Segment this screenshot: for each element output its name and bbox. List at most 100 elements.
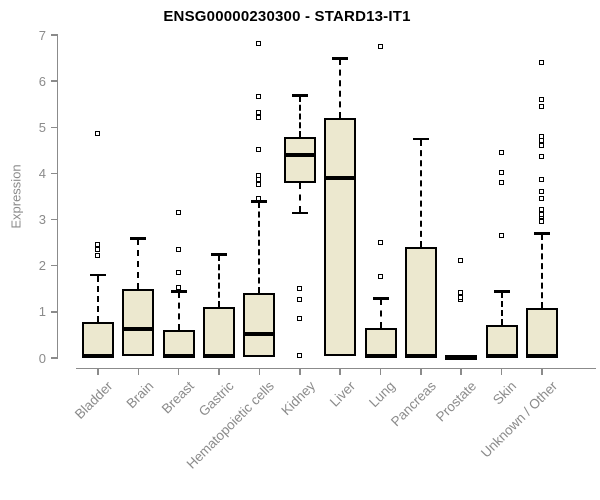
outlier-point	[256, 195, 262, 201]
outlier-point	[296, 285, 302, 291]
outlier-point	[95, 131, 100, 137]
upper-whisker-cap	[130, 237, 147, 240]
upper-whisker-line	[540, 234, 543, 309]
outlier-point	[538, 188, 544, 194]
x-tick	[299, 368, 301, 375]
outlier-point	[377, 239, 383, 245]
box-brain	[122, 288, 155, 356]
y-tick-label: 7	[38, 27, 46, 43]
upper-whisker-line	[177, 292, 180, 331]
x-tick-label-lung: Lung	[366, 378, 399, 411]
upper-whisker-cap	[170, 290, 187, 293]
median-line	[243, 332, 276, 336]
outlier-point	[256, 181, 262, 187]
x-tick-label-brain: Brain	[123, 378, 157, 412]
y-tick-label: 1	[38, 304, 46, 320]
median-line	[122, 326, 155, 331]
x-tick	[339, 368, 341, 375]
upper-whisker-cap	[372, 297, 389, 300]
outlier-point	[498, 179, 504, 185]
lower-whisker-line	[298, 182, 301, 212]
outlier-point	[538, 218, 544, 224]
outlier-point	[538, 96, 544, 102]
upper-whisker-cap	[533, 232, 550, 235]
median-line	[324, 176, 357, 181]
outlier-point	[458, 258, 464, 264]
outlier-point	[538, 207, 544, 213]
y-tick	[50, 264, 57, 267]
x-tick	[137, 368, 140, 375]
outlier-point	[256, 41, 262, 47]
box-gastric	[203, 307, 236, 358]
upper-whisker-cap	[332, 57, 349, 60]
outlier-point	[538, 177, 544, 183]
x-tick	[541, 368, 543, 375]
y-tick-label: 2	[38, 258, 46, 274]
median-line	[364, 354, 397, 359]
upper-whisker-cap	[493, 290, 510, 293]
x-tick-label-skin: Skin	[490, 378, 520, 408]
y-tick-label: 5	[38, 119, 46, 135]
outlier-point	[95, 246, 100, 252]
outlier-point	[175, 284, 181, 290]
x-tick-label-kidney: Kidney	[277, 378, 318, 419]
x-tick-label-breast: Breast	[158, 378, 197, 417]
upper-whisker-line	[419, 139, 422, 248]
x-tick-label-unknown-other: Unknown / Other	[477, 378, 560, 461]
x-axis-line	[76, 367, 596, 369]
outlier-point	[538, 138, 544, 144]
y-tick-label: 4	[38, 165, 46, 181]
outlier-point	[498, 232, 504, 238]
outlier-point	[538, 195, 544, 201]
box-pancreas	[404, 247, 437, 358]
upper-whisker-line	[298, 96, 301, 137]
upper-whisker-line	[379, 299, 382, 328]
median-line	[404, 354, 437, 359]
outlier-point	[377, 274, 383, 280]
x-tick	[97, 368, 99, 375]
box-lung	[364, 327, 397, 358]
y-tick	[50, 126, 57, 129]
upper-whisker-line	[218, 255, 221, 308]
median-line	[283, 152, 316, 157]
y-tick	[50, 357, 57, 359]
outlier-point	[538, 154, 544, 160]
outlier-point	[256, 115, 262, 121]
median-line	[485, 354, 518, 359]
outlier-point	[256, 172, 262, 178]
upper-whisker-line	[137, 239, 140, 289]
box-kidney	[283, 136, 316, 183]
upper-whisker-cap	[211, 253, 228, 256]
lower-whisker-cap	[291, 211, 308, 215]
outlier-point	[256, 94, 262, 100]
x-tick	[177, 368, 180, 375]
outlier-point	[296, 352, 302, 358]
x-tick	[258, 368, 261, 375]
box-hematopoietic-cells	[243, 293, 276, 357]
box-liver	[324, 118, 357, 356]
median-line	[203, 354, 236, 359]
median-line	[82, 353, 114, 358]
y-tick-label: 6	[38, 73, 46, 89]
outlier-point	[458, 290, 464, 296]
upper-whisker-line	[500, 292, 503, 325]
outlier-point	[175, 209, 181, 215]
outlier-point	[538, 211, 544, 217]
outlier-point	[538, 103, 544, 109]
median-line	[162, 354, 195, 359]
y-tick	[50, 218, 57, 221]
upper-whisker-cap	[90, 273, 106, 277]
y-tick	[50, 34, 57, 36]
upper-whisker-cap	[412, 137, 429, 141]
upper-whisker-cap	[291, 94, 308, 97]
y-tick	[50, 311, 57, 313]
box-bladder	[82, 322, 114, 358]
outlier-point	[296, 297, 302, 303]
x-tick-label-bladder: Bladder	[72, 378, 116, 422]
outlier-point	[256, 110, 262, 116]
y-axis-line	[56, 34, 58, 359]
x-tick	[460, 368, 462, 375]
y-axis-label: Expression	[8, 164, 24, 229]
outlier-point	[498, 170, 504, 176]
